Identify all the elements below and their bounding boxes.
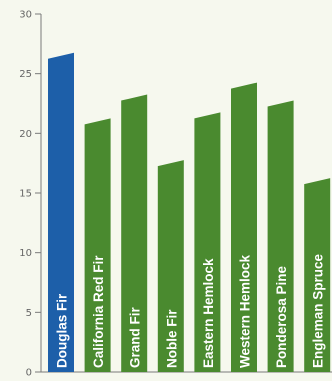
category-label: Grand Fir (128, 306, 143, 368)
y-tick-label: 30 (19, 10, 32, 21)
category-label: Noble Fir (164, 309, 179, 368)
y-tick-label: 10 (19, 248, 32, 259)
y-tick-label: 0 (26, 368, 32, 379)
y-tick-label: 15 (19, 189, 32, 200)
bar (48, 52, 74, 373)
y-tick-label: 5 (26, 308, 32, 319)
category-label: Douglas Fir (55, 293, 70, 368)
bar (267, 100, 294, 372)
bar-labels: Douglas Fir California Red Fir Grand Fir No… (55, 253, 326, 368)
y-tick-label: 20 (19, 129, 32, 140)
category-label: California Red Fir (91, 255, 106, 368)
y-tick-label: 25 (19, 69, 32, 80)
bar (231, 82, 257, 372)
bar (157, 160, 184, 372)
bars (48, 52, 331, 373)
bar (194, 112, 221, 372)
category-label: Engleman Spruce (311, 253, 326, 368)
category-label: Eastern Hemlock (201, 258, 216, 368)
bar (84, 118, 111, 373)
bar (121, 94, 148, 373)
category-label: Western Hemlock (238, 254, 253, 368)
category-label: Ponderosa Pine (274, 265, 289, 368)
bar (304, 178, 331, 372)
